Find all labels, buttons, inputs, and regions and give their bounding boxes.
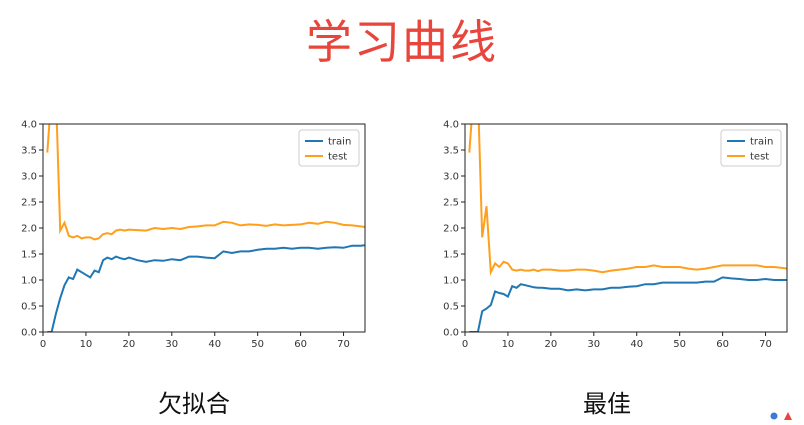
series-line-test <box>46 124 365 241</box>
y-tick-label: 1.5 <box>443 250 459 261</box>
x-tick-label: 60 <box>294 339 307 350</box>
chart-underfit: 0.0 0.5 1.0 1.5 2.0 2.5 3.0 3.5 4.0 0 10 20 30 40 50 60… <box>21 120 366 350</box>
y-tick-label: 3.5 <box>443 146 459 157</box>
x-tick-label: 50 <box>673 339 686 350</box>
y-tick-label: 4.0 <box>443 120 459 131</box>
legend-label-train: train <box>750 137 773 148</box>
x-tick-label: 50 <box>251 339 264 350</box>
chart-best: 0.0 0.5 1.0 1.5 2.0 2.5 3.0 3.5 4.0 0 10 20 30 40 50 60… <box>443 120 788 350</box>
series-line-train <box>469 276 787 332</box>
x-tick-label: 10 <box>80 339 93 350</box>
y-tick-label: 0.5 <box>443 302 459 313</box>
x-tick-label: 0 <box>40 339 46 350</box>
y-tick-label: 2.5 <box>443 198 459 209</box>
x-tick-label: 40 <box>630 339 643 350</box>
x-tick-label: 0 <box>462 339 468 350</box>
legend-label-train: train <box>328 137 351 148</box>
y-tick-label: 4.0 <box>21 120 37 131</box>
x-tick-label: 10 <box>502 339 515 350</box>
legend-label-test: test <box>750 152 769 163</box>
series-line-test <box>468 124 787 277</box>
x-tick-label: 30 <box>165 339 178 350</box>
x-tick-label: 20 <box>544 339 557 350</box>
y-tick-label: 3.5 <box>21 146 37 157</box>
y-tick-label: 3.0 <box>21 172 37 183</box>
y-tick-label: 2.0 <box>443 224 459 235</box>
y-tick-label: 3.0 <box>443 172 459 183</box>
y-tick-label: 2.5 <box>21 198 37 209</box>
page-title: 学习曲线 <box>306 15 498 69</box>
corner-decoration-icon <box>770 412 792 420</box>
x-tick-label: 30 <box>587 339 600 350</box>
y-tick-label: 1.0 <box>21 276 37 287</box>
x-tick-label: 70 <box>337 339 350 350</box>
y-tick-label: 0.0 <box>443 328 459 339</box>
caption-underfit: 欠拟合 <box>158 390 230 418</box>
series-line-train <box>47 244 365 332</box>
y-tick-label: 2.0 <box>21 224 37 235</box>
legend-label-test: test <box>328 152 347 163</box>
y-tick-label: 0.0 <box>21 328 37 339</box>
y-tick-label: 1.0 <box>443 276 459 287</box>
y-tick-label: 1.5 <box>21 250 37 261</box>
x-tick-label: 40 <box>208 339 221 350</box>
x-tick-label: 60 <box>716 339 729 350</box>
y-tick-label: 0.5 <box>21 302 37 313</box>
x-tick-label: 70 <box>759 339 772 350</box>
caption-best: 最佳 <box>583 390 631 418</box>
x-tick-label: 20 <box>122 339 135 350</box>
